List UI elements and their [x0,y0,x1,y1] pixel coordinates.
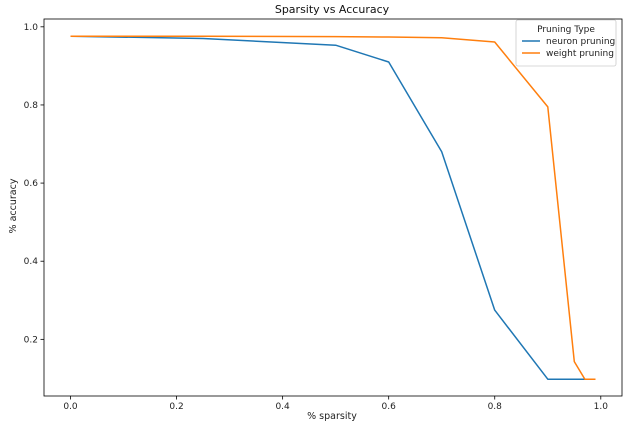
chart-title: Sparsity vs Accuracy [275,3,390,16]
series-lines [70,35,596,380]
x-tick-label: 0.8 [488,402,503,412]
y-axis-label: % accuracy [8,178,19,233]
y-tick-label: 1.0 [24,23,39,33]
x-tick-label: 0.6 [382,402,397,412]
y-tick-label: 0.4 [24,257,39,267]
series-line-weight-pruning [70,35,596,380]
legend-title: Pruning Type [537,25,595,35]
legend-box [515,19,617,67]
plot-frame [43,18,623,397]
x-axis-label: % sparsity [307,411,357,422]
y-axis: 0.2 0.4 0.6 0.8 1.0 [24,23,44,345]
legend-items: neuron pruning weight pruning [522,37,615,59]
x-tick-label: 1.0 [594,402,609,412]
y-tick-label: 0.8 [24,101,39,111]
x-axis: 0.0 0.2 0.4 0.6 0.8 1.0 [63,396,608,412]
legend: Pruning Type neuron pruning weight prunin… [515,19,617,67]
x-tick-label: 0.0 [63,402,78,412]
x-tick-label: 0.2 [169,402,183,412]
legend-label: neuron pruning [546,37,615,47]
plot-area [43,18,623,397]
y-tick-label: 0.6 [24,179,39,189]
y-tick-label: 0.2 [24,335,38,345]
x-tick-label: 0.4 [275,402,290,412]
legend-label: weight pruning [546,49,614,59]
series-line-neuron-pruning [70,35,596,380]
